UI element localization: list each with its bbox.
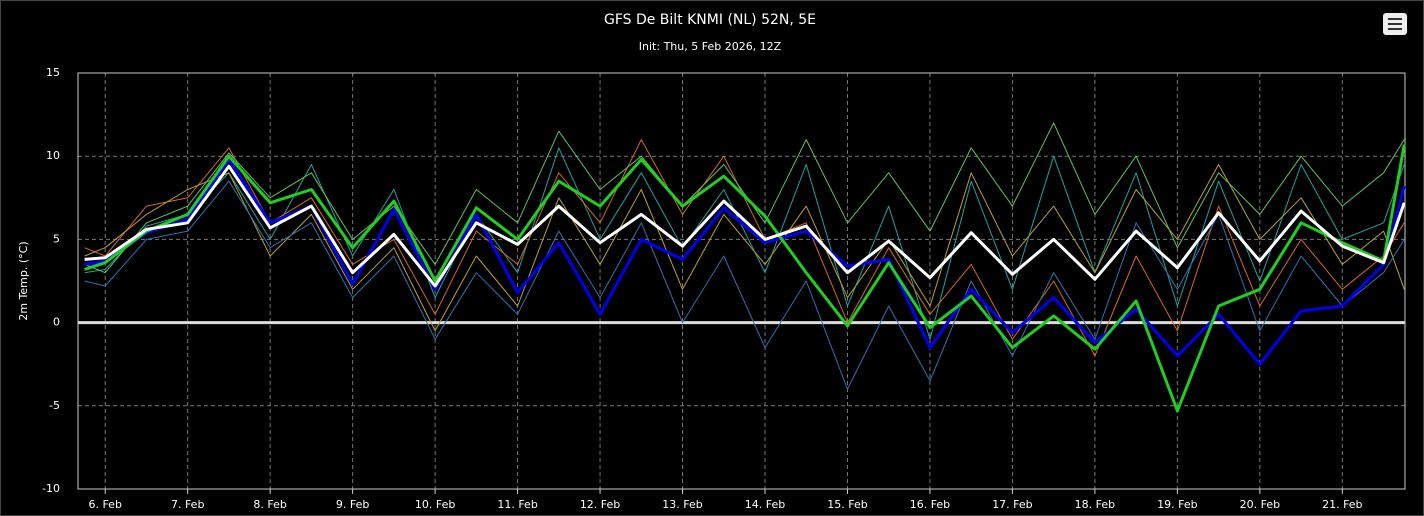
menu-bar [1388, 18, 1402, 20]
series-line [84, 144, 1406, 413]
x-tick-label: 6. Feb [88, 498, 121, 511]
series-line [84, 122, 1405, 274]
x-tick-label: 11. Feb [497, 498, 537, 511]
y-tick-label: 10 [46, 149, 60, 162]
y-tick-label: -5 [49, 399, 60, 412]
series-line [84, 164, 1406, 288]
x-tick-label: 13. Feb [662, 498, 702, 511]
y-tick-label: 15 [46, 66, 60, 79]
x-tick-label: 18. Feb [1075, 498, 1115, 511]
x-tick-label: 15. Feb [827, 498, 867, 511]
y-tick-label: -10 [42, 482, 60, 495]
x-tick-label: 19. Feb [1157, 498, 1197, 511]
x-tick-label: 7. Feb [171, 498, 204, 511]
x-tick-label: 12. Feb [580, 498, 620, 511]
x-tick-label: 16. Feb [910, 498, 950, 511]
series-line [84, 158, 1406, 366]
x-tick-label: 8. Feb [253, 498, 286, 511]
x-tick-label: 20. Feb [1240, 498, 1280, 511]
series-line [84, 147, 1405, 340]
y-axis-label: 2m Temp. (°C) [17, 241, 30, 320]
chart-title: GFS De Bilt KNMI (NL) 52N, 5E [604, 12, 816, 28]
y-tick-label: 0 [53, 316, 60, 329]
menu-bar [1388, 23, 1402, 25]
plot-border [77, 72, 1406, 490]
x-tick-label: 21. Feb [1322, 498, 1362, 511]
menu-button[interactable] [1383, 13, 1407, 35]
x-tick-label: 14. Feb [745, 498, 785, 511]
x-tick-label: 17. Feb [992, 498, 1032, 511]
y-tick-label: 5 [53, 232, 60, 245]
menu-bar [1388, 28, 1402, 30]
chart-subtitle: Init: Thu, 5 Feb 2026, 12Z [639, 40, 782, 53]
x-tick-label: 10. Feb [415, 498, 455, 511]
series-line [84, 180, 1405, 390]
x-tick-label: 9. Feb [336, 498, 369, 511]
